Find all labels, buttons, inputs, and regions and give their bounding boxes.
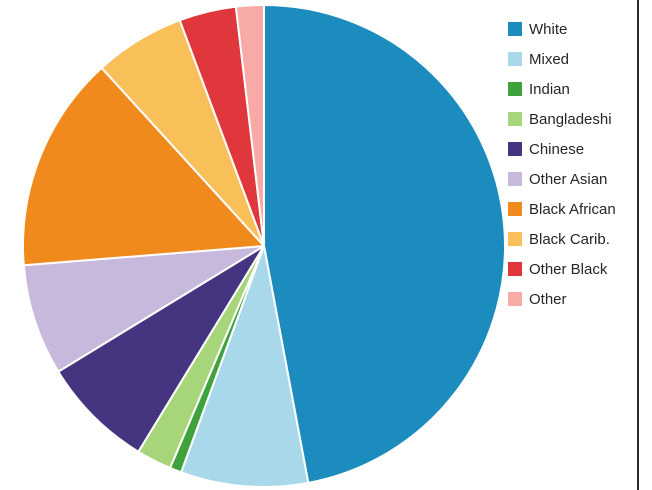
legend-label: Other Black (529, 260, 608, 278)
pie-slice-mixed (180, 245, 310, 488)
legend-label: Other Asian (529, 170, 608, 188)
legend-item-other-black: Other Black (508, 254, 648, 284)
legend: White Mixed Indian Bangladeshi Chinese Other … (508, 14, 648, 314)
legend-label: Chinese (529, 140, 585, 158)
pie-slice-other (234, 4, 265, 247)
legend-label: Black Carib. (529, 230, 610, 248)
pie-slice-other-asian (22, 245, 265, 373)
legend-item-indian: Indian (508, 74, 648, 104)
legend-item-white: White (508, 14, 648, 44)
legend-label: Bangladeshi (529, 110, 612, 128)
legend-item-other: Other (508, 284, 648, 314)
legend-item-black-african: Black African (508, 194, 648, 224)
legend-swatch (508, 52, 522, 66)
legend-label: Mixed (529, 50, 570, 68)
legend-swatch (508, 292, 522, 306)
pie-slice-black-african (22, 66, 265, 267)
legend-swatch (508, 82, 522, 96)
legend-item-black-carib: Black Carib. (508, 224, 648, 254)
legend-item-chinese: Chinese (508, 134, 648, 164)
legend-swatch (508, 22, 522, 36)
legend-swatch (508, 172, 522, 186)
pie-slice-white (263, 4, 506, 484)
legend-swatch (508, 232, 522, 246)
legend-item-mixed: Mixed (508, 44, 648, 74)
legend-label: White (529, 20, 568, 38)
legend-item-bangladeshi: Bangladeshi (508, 104, 648, 134)
legend-swatch (508, 262, 522, 276)
pie-slice-chinese (57, 245, 265, 453)
image-border (637, 0, 639, 490)
legend-label: Other (529, 290, 567, 308)
legend-label: Indian (529, 80, 570, 98)
legend-swatch (508, 142, 522, 156)
legend-item-other-asian: Other Asian (508, 164, 648, 194)
legend-swatch (508, 112, 522, 126)
legend-label: Black African (529, 200, 616, 218)
legend-swatch (508, 202, 522, 216)
